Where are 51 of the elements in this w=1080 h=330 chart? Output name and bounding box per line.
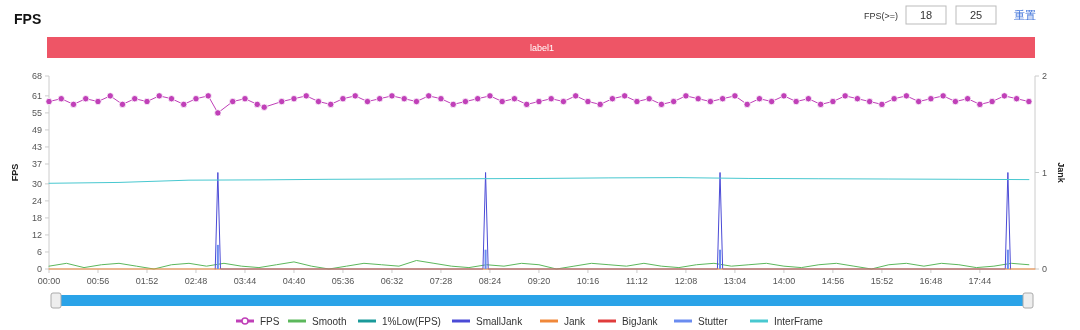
y2-tick-label: 0 <box>1042 264 1048 274</box>
x-tick-label: 01:52 <box>135 276 159 286</box>
legend-label: FPS <box>260 316 280 327</box>
y-tick-label: 30 <box>31 178 42 189</box>
y-tick-label: 49 <box>31 124 42 135</box>
x-tick-label: 05:36 <box>331 276 355 286</box>
x-tick-label: 02:48 <box>184 276 208 286</box>
y-tick-label: 24 <box>31 195 42 206</box>
y-axis-title: FPS <box>10 163 20 182</box>
x-tick-label: 11:12 <box>626 276 648 286</box>
legend-label: Smooth <box>312 316 347 327</box>
x-tick-label: 16:48 <box>919 276 943 286</box>
x-tick-label: 06:32 <box>380 276 404 286</box>
legend-label: Jank <box>564 316 587 327</box>
text: 重置 <box>1014 9 1036 21</box>
x-tick-label: 17:44 <box>968 276 992 286</box>
x-tick-label: 00:56 <box>86 276 110 286</box>
label-bar: label1 <box>47 37 1035 58</box>
legend-label: 1%Low(FPS) <box>382 316 441 327</box>
chart-title: FPS <box>14 11 42 27</box>
y2-tick-label: 2 <box>1042 71 1048 81</box>
y-tick-label: 0 <box>36 264 42 274</box>
x-tick-label: 12:08 <box>674 276 698 286</box>
x-tick-label: 03:44 <box>233 276 257 286</box>
y-tick-label: 6 <box>36 246 42 257</box>
y-tick-label: 18 <box>31 212 42 223</box>
y-tick-label: 55 <box>31 107 42 118</box>
text: 18 <box>919 9 933 21</box>
y-tick-label: 61 <box>31 90 42 101</box>
y-tick-label: 37 <box>31 158 42 169</box>
x-tick-label: 13:04 <box>723 276 747 286</box>
x-tick-label: 10:16 <box>576 276 600 286</box>
x-tick-label: 09:20 <box>527 276 551 286</box>
x-tick-label: 04:40 <box>282 276 306 286</box>
x-tick-label: 15:52 <box>870 276 894 286</box>
y2-tick-label: 1 <box>1042 167 1048 178</box>
x-tick-label: 00:00 <box>37 276 61 286</box>
y-tick-label: 12 <box>31 229 42 240</box>
legend-label: SmallJank <box>476 316 524 327</box>
legend-label: BigJank <box>622 316 659 327</box>
text: FPS(>=) <box>863 11 898 21</box>
x-tick-label: 07:28 <box>429 276 453 286</box>
legend-label: Stutter <box>698 316 729 327</box>
y-tick-label: 43 <box>31 141 42 152</box>
text: 25 <box>969 9 983 21</box>
y-tick-label: 68 <box>31 71 42 81</box>
y2-axis-title: Jank <box>1056 162 1066 184</box>
x-tick-label: 14:00 <box>772 276 796 286</box>
legend-label: InterFrame <box>774 316 824 327</box>
x-tick-label: 14:56 <box>821 276 845 286</box>
x-tick-label: 08:24 <box>478 276 502 286</box>
